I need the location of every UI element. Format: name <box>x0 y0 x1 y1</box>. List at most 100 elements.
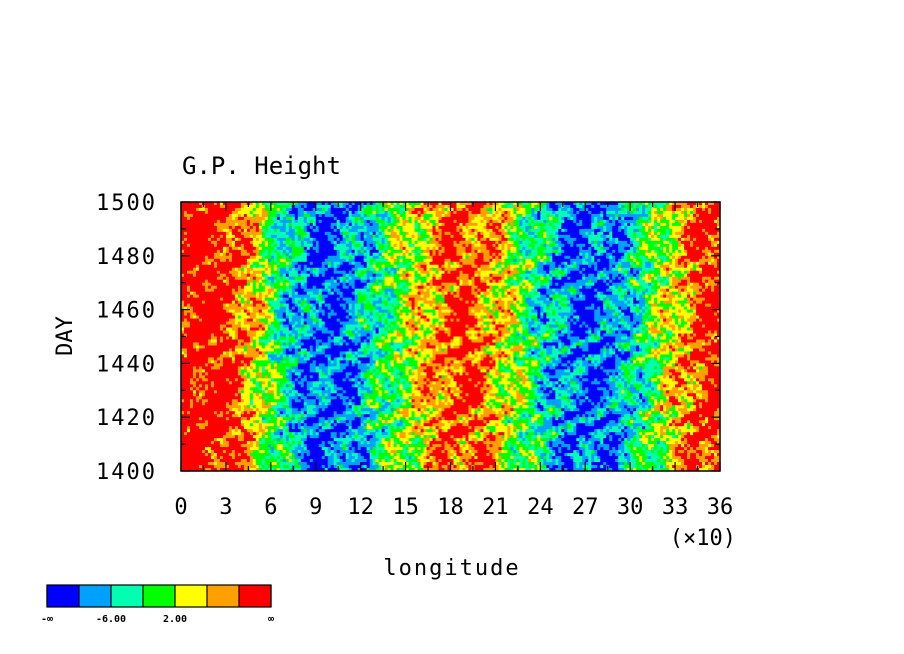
heatmap-cell <box>258 273 263 278</box>
heatmap-cell <box>264 231 269 236</box>
heatmap-cell <box>459 279 463 284</box>
heatmap-cell <box>609 240 613 245</box>
heatmap-cell <box>618 255 622 260</box>
heatmap-cell <box>189 219 194 224</box>
heatmap-cell <box>657 219 661 224</box>
heatmap-cell <box>639 207 643 212</box>
heatmap-cell <box>459 240 463 245</box>
heatmap-cell <box>591 258 595 263</box>
heatmap-cell <box>261 264 266 269</box>
heatmap-cell <box>702 234 706 239</box>
heatmap-cell <box>297 219 302 224</box>
heatmap-cell <box>282 270 287 275</box>
heatmap-cell <box>438 240 442 245</box>
heatmap-cell <box>528 210 532 215</box>
heatmap-field <box>181 202 721 472</box>
heatmap-cell <box>711 207 715 212</box>
heatmap-cell <box>255 264 260 269</box>
heatmap-cell <box>354 237 359 242</box>
heatmap-cell <box>615 225 619 230</box>
heatmap-cell <box>342 270 347 275</box>
heatmap-cell <box>639 267 643 272</box>
heatmap-cell <box>468 258 472 263</box>
heatmap-cell <box>273 282 278 287</box>
heatmap-cell <box>684 267 688 272</box>
heatmap-cell <box>444 225 448 230</box>
heatmap-cell <box>441 202 445 206</box>
heatmap-cell <box>375 228 380 233</box>
heatmap-cell <box>249 279 254 284</box>
heatmap-cell <box>558 222 562 227</box>
heatmap-cell <box>675 216 679 221</box>
heatmap-cell <box>591 204 595 209</box>
heatmap-cell <box>201 216 206 221</box>
heatmap-cell <box>390 237 394 242</box>
heatmap-cell <box>354 249 359 254</box>
heatmap-cell <box>534 231 538 236</box>
heatmap-cell <box>564 267 568 272</box>
heatmap-cell <box>576 216 580 221</box>
heatmap-cell <box>219 255 224 260</box>
heatmap-cell <box>552 237 556 242</box>
heatmap-cell <box>303 231 308 236</box>
heatmap-cell <box>678 228 682 233</box>
heatmap-cell <box>507 231 511 236</box>
heatmap-cell <box>318 210 323 215</box>
heatmap-cell <box>570 234 574 239</box>
heatmap-cell <box>435 219 439 224</box>
heatmap-cell <box>516 273 520 278</box>
heatmap-cell <box>315 210 320 215</box>
heatmap-cell <box>666 258 670 263</box>
heatmap-cell <box>654 216 658 221</box>
heatmap-cell <box>693 207 697 212</box>
heatmap-cell <box>378 237 383 242</box>
heatmap-cell <box>312 216 317 221</box>
heatmap-cell <box>225 279 230 284</box>
heatmap-cell <box>414 207 418 212</box>
heatmap-cell <box>633 252 637 257</box>
heatmap-cell <box>402 255 406 260</box>
heatmap-cell <box>681 267 685 272</box>
heatmap-cell <box>339 204 344 209</box>
heatmap-cell <box>570 228 574 233</box>
heatmap-cell <box>321 243 326 248</box>
heatmap-cell <box>657 237 661 242</box>
heatmap-cell <box>693 228 697 233</box>
heatmap-cell <box>354 228 359 233</box>
heatmap-cell <box>585 240 589 245</box>
heatmap-cell <box>195 261 200 266</box>
heatmap-cell <box>624 246 628 251</box>
heatmap-cell <box>198 246 203 251</box>
heatmap-cell <box>441 264 445 269</box>
heatmap-cell <box>501 246 505 251</box>
heatmap-cell <box>195 237 200 242</box>
heatmap-cell <box>588 225 592 230</box>
heatmap-cell <box>468 279 472 284</box>
heatmap-cell <box>333 261 338 266</box>
heatmap-cell <box>270 267 275 272</box>
heatmap-cell <box>606 210 610 215</box>
heatmap-cell <box>426 264 430 269</box>
heatmap-cell <box>390 264 394 269</box>
heatmap-cell <box>282 249 287 254</box>
heatmap-cell <box>420 276 424 281</box>
heatmap-cell <box>312 279 317 284</box>
heatmap-cell <box>300 219 305 224</box>
heatmap-cell <box>249 270 254 275</box>
heatmap-cell <box>201 261 206 266</box>
heatmap-cell <box>429 202 433 206</box>
heatmap-cell <box>258 243 263 248</box>
heatmap-cell <box>480 255 484 260</box>
heatmap-cell <box>705 243 709 248</box>
heatmap-cell <box>612 249 616 254</box>
heatmap-cell <box>642 207 646 212</box>
heatmap-cell <box>423 270 427 275</box>
heatmap-cell <box>645 255 649 260</box>
heatmap-cell <box>606 213 610 218</box>
heatmap-cell <box>267 225 272 230</box>
heatmap-cell <box>267 246 272 251</box>
heatmap-cell <box>351 246 356 251</box>
heatmap-cell <box>714 273 718 278</box>
heatmap-cell <box>333 267 338 272</box>
heatmap-cell <box>312 252 317 257</box>
